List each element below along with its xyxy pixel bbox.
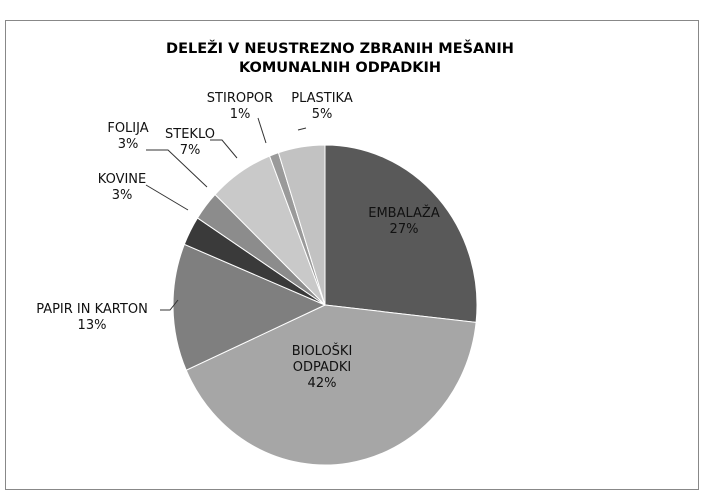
- leader-line: [257, 117, 267, 144]
- category-label: BIOLOŠKI ODPADKI: [291, 344, 353, 375]
- category-label: KOVINE: [97, 172, 147, 187]
- category-label: STIROPOR: [206, 91, 274, 106]
- value-label: 5%: [311, 107, 333, 122]
- slice-label: STIROPOR 1%: [200, 91, 280, 123]
- category-label: FOLIJA: [107, 121, 149, 136]
- slice-label: PAPIR IN KARTON 13%: [17, 302, 167, 334]
- slice-label: FOLIJA 3%: [98, 121, 158, 153]
- value-label: 42%: [307, 376, 337, 391]
- value-label: 7%: [179, 143, 201, 158]
- category-label: EMBALAŽA: [368, 206, 440, 221]
- slice-label: STEKLO 7%: [160, 127, 220, 159]
- value-label: 13%: [77, 318, 107, 333]
- pie-slice: [172, 243, 327, 371]
- value-label: 1%: [229, 107, 251, 122]
- leader-line: [160, 299, 179, 311]
- pie-slice: [185, 304, 477, 466]
- leader-lines: [145, 117, 307, 311]
- leader-line: [145, 184, 189, 211]
- leader-line: [210, 139, 238, 159]
- slice-label: BIOLOŠKI ODPADKI 42%: [277, 344, 367, 392]
- leader-line: [297, 127, 307, 131]
- chart-title: DELEŽI V NEUSTREZNO ZBRANIH MEŠANIH KOMU…: [166, 41, 514, 76]
- pie-slice: [324, 144, 478, 323]
- value-label: 3%: [117, 137, 139, 152]
- slice-label: KOVINE 3%: [82, 172, 162, 204]
- slice-label: EMBALAŽA 27%: [354, 206, 454, 238]
- category-label: STEKLO: [165, 127, 215, 142]
- slice-label: PLASTIKA 5%: [282, 91, 362, 123]
- pie: [172, 144, 478, 466]
- category-label: PAPIR IN KARTON: [36, 302, 148, 317]
- value-label: 3%: [111, 188, 133, 203]
- leader-line: [146, 149, 208, 188]
- pie-slice: [277, 144, 326, 306]
- category-label: PLASTIKA: [291, 91, 353, 106]
- value-label: 27%: [389, 222, 419, 237]
